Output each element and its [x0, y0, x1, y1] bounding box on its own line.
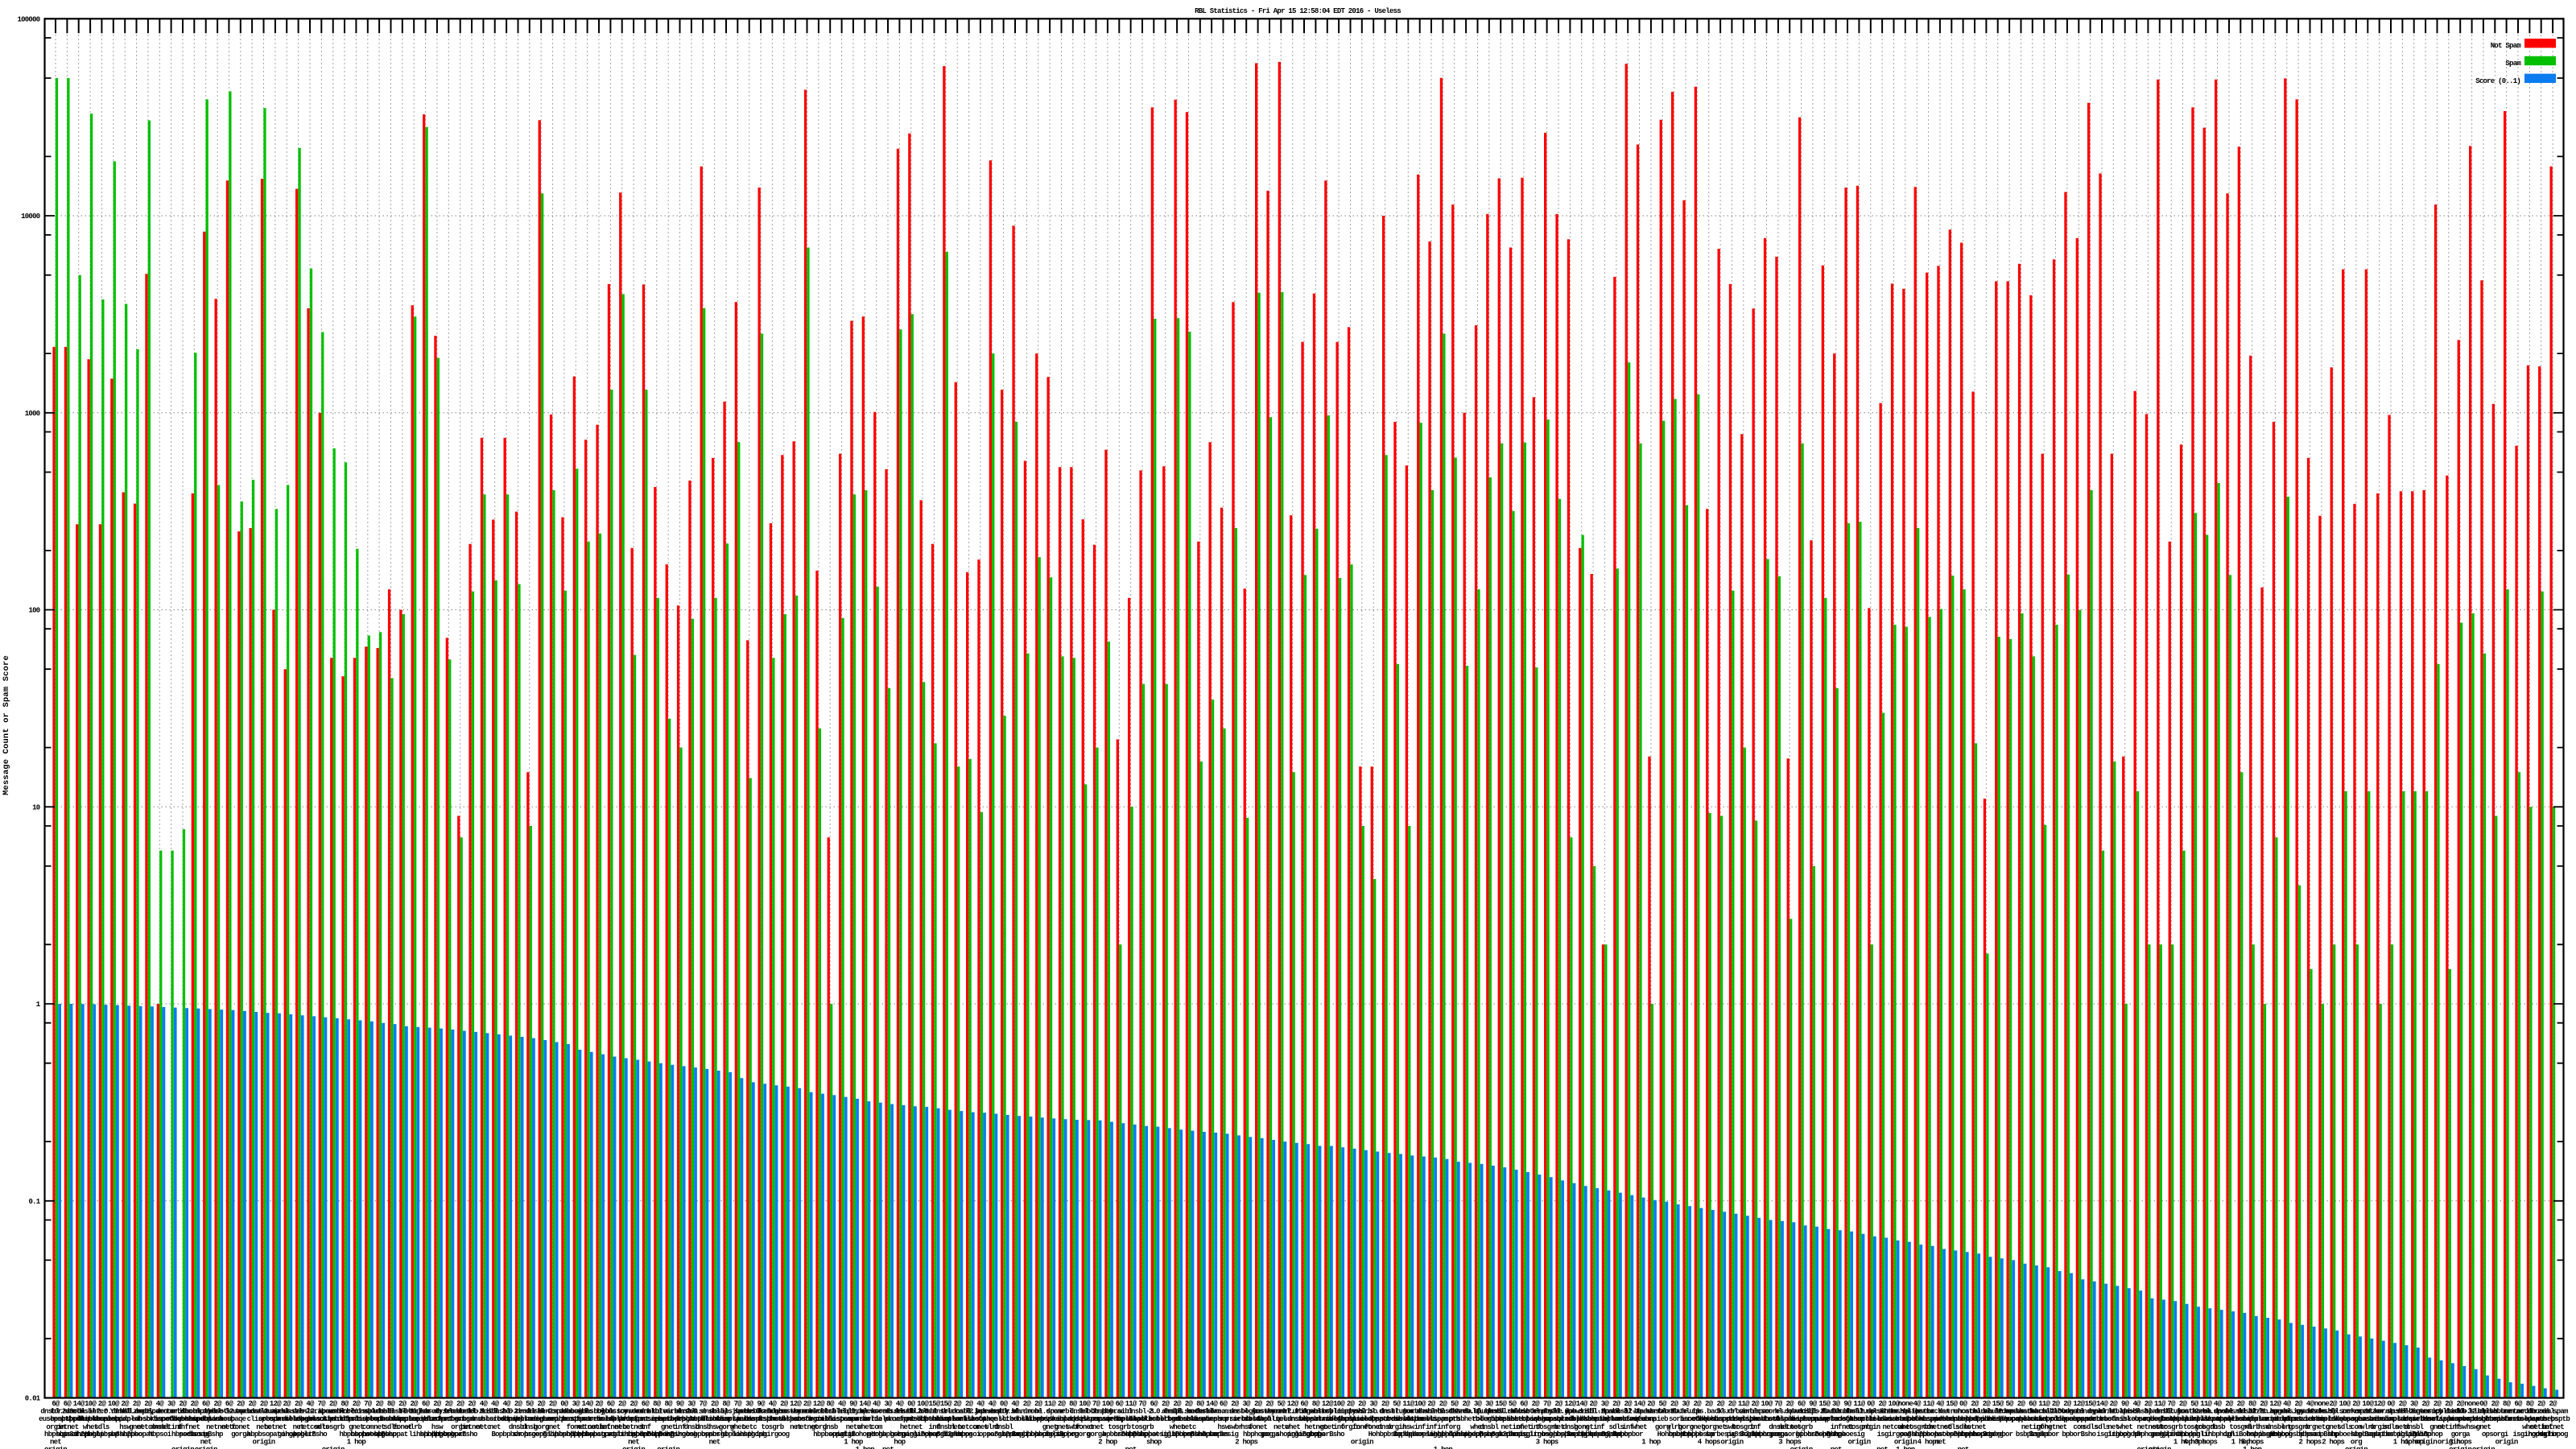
svg-text:Score (0..1): Score (0..1) [2475, 77, 2520, 85]
svg-text:Spam: Spam [2505, 60, 2521, 68]
svg-text:RBL Statistics - Fri Apr 15 12: RBL Statistics - Fri Apr 15 12:58:04 EDT… [1195, 7, 1401, 15]
svg-text:1: 1 [36, 1001, 41, 1009]
svg-text:hbpsoihbpsoipa8sh2pboihopsglir: hbpsoihbpsoipa8sh2pboihopsglirHohbpbsbpp… [44, 1430, 2568, 1439]
svg-text:100: 100 [28, 607, 39, 615]
svg-text:eusepsptbbenbsppdnctbpllicledb: eusepsptbbenbsppdnctbpllicledbsbkbspqeus… [39, 1415, 2570, 1423]
svg-text:dnsbl.sotor.dan.m2.0.dnsblrbl.: dnsbl.sotor.dan.m2.0.dnsblrbl.inter2.0.d… [40, 1408, 2569, 1416]
svg-text:originoriginoriginoriginorigin: originoriginoriginoriginoriginorigin1 ho… [44, 1446, 2495, 1449]
svg-text:100000: 100000 [17, 16, 39, 24]
svg-text:10000: 10000 [21, 213, 40, 221]
svg-text:Not Spam: Not Spam [2491, 42, 2522, 50]
svg-text:0.1: 0.1 [28, 1198, 40, 1206]
svg-text:Message Count or Spam Score: Message Count or Spam Score [2, 655, 11, 795]
svg-text:1000: 1000 [25, 410, 40, 418]
svg-text:0.01: 0.01 [25, 1395, 41, 1403]
svg-text:10: 10 [32, 804, 40, 812]
svg-text:6@6@14@10@2@10@2@2@2@4@3@2@2@6: 6@ 6@ 14@10@ 2@ 10@ 2@ 2@ 2@ 4@ 3@ 2@ 2@ 6@ 2@ 6@ 2@ 2@ 2… [52, 1400, 2557, 1408]
